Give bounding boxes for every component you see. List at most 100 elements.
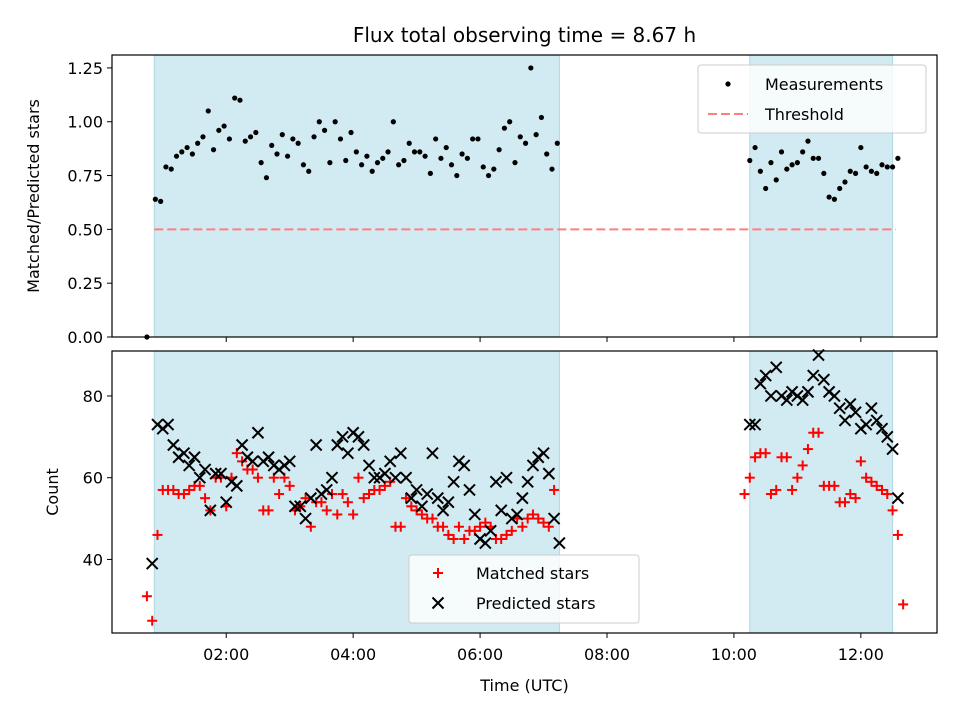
predicted-star-marker-b xyxy=(177,446,191,460)
predicted-star-point xyxy=(754,377,767,390)
matched-star-point xyxy=(744,472,755,483)
measurement-point xyxy=(184,144,190,151)
predicted-star-point xyxy=(886,442,899,456)
predicted-star-point xyxy=(870,414,883,427)
predicted-star-marker-b xyxy=(167,438,180,452)
measurement-point xyxy=(763,185,769,192)
matched-star-point xyxy=(750,452,761,463)
predicted-star-marker-b xyxy=(145,557,159,570)
predicted-star-point xyxy=(420,487,434,501)
predicted-star-point xyxy=(801,385,815,399)
y-tick-label: 0.50 xyxy=(67,220,103,239)
matched-star-point xyxy=(358,493,369,504)
predicted-star-point xyxy=(336,430,349,444)
measurement-point xyxy=(242,138,248,144)
predicted-star-marker-b xyxy=(394,446,407,460)
measurement-point xyxy=(253,129,259,136)
matched-star-point xyxy=(538,517,549,528)
measurement-point xyxy=(263,175,270,181)
predicted-star-point xyxy=(859,418,873,431)
predicted-star-marker-b xyxy=(754,377,767,390)
top-y-axis-label: Matched/Predicted stars xyxy=(24,99,43,293)
predicted-star-point xyxy=(844,397,857,411)
matched-star-point xyxy=(829,480,840,491)
predicted-star-marker-b xyxy=(891,491,905,505)
predicted-stars-legend-marker xyxy=(431,596,445,610)
predicted-star-point xyxy=(161,418,175,431)
matched-star-point xyxy=(739,489,750,500)
predicted-star-marker-b xyxy=(495,504,508,517)
matched-star-point xyxy=(517,521,528,532)
predicted-star-marker-b xyxy=(796,393,809,407)
measurement-point xyxy=(321,127,328,133)
measurement-point xyxy=(396,162,402,168)
matched-star-point xyxy=(527,509,538,520)
matched-star-point xyxy=(284,480,295,491)
predicted-star-point xyxy=(468,508,481,521)
observing-window-span xyxy=(153,54,560,338)
measurement-point xyxy=(390,119,396,125)
matched-star-point xyxy=(813,427,824,438)
predicted-star-point xyxy=(220,496,233,509)
matched-star-point xyxy=(871,480,882,491)
predicted-star-points xyxy=(145,348,905,570)
predicted-star-marker-b xyxy=(489,475,503,488)
matched-star-point xyxy=(839,497,850,508)
top-axes-frame xyxy=(111,54,938,338)
predicted-star-point xyxy=(198,463,212,476)
measurement-point xyxy=(316,119,322,125)
predicted-star-point xyxy=(553,536,566,550)
y-tick-label: 0.25 xyxy=(67,274,103,293)
matched-star-point xyxy=(178,489,189,500)
predicted-star-point xyxy=(547,512,561,525)
predicted-star-marker-b xyxy=(759,369,772,382)
predicted-star-marker-b xyxy=(801,385,815,399)
matched-star-point xyxy=(475,521,486,532)
measurement-point xyxy=(517,134,523,140)
predicted-star-point xyxy=(748,418,762,431)
measurement-point xyxy=(348,129,354,136)
predicted-star-marker-b xyxy=(325,471,339,484)
predicted-star-point xyxy=(378,467,392,480)
measurement-point xyxy=(369,168,375,174)
y-tick-label: 0.00 xyxy=(67,328,103,347)
measurement-point xyxy=(258,160,264,166)
measurement-point xyxy=(501,125,508,131)
matched-star-point xyxy=(453,521,464,532)
measurement-point xyxy=(168,166,174,172)
matched-star-point xyxy=(496,534,507,544)
predicted-star-marker-b xyxy=(357,438,370,452)
matched-star-point xyxy=(765,489,776,500)
matched-star-point xyxy=(787,484,798,495)
predicted-star-point xyxy=(262,451,275,464)
measurement-point xyxy=(300,162,307,168)
predicted-star-marker-b xyxy=(817,373,831,386)
predicted-star-marker-b xyxy=(304,491,318,505)
x-tick-label: 12:00 xyxy=(838,645,884,664)
measurement-point xyxy=(284,153,291,159)
predicted-star-point xyxy=(849,406,862,419)
predicted-star-marker-b xyxy=(881,430,894,444)
predicted-star-point xyxy=(204,504,217,517)
measurement-point xyxy=(747,157,753,164)
matched-star-point xyxy=(401,493,412,504)
measurement-point xyxy=(863,164,869,170)
predicted-star-marker-b xyxy=(209,467,222,480)
matched-star-point xyxy=(877,484,887,495)
x-tick-label: 10:00 xyxy=(711,645,757,664)
matched-star-point xyxy=(861,472,872,483)
predicted-star-marker-b xyxy=(352,430,365,444)
matched-star-point xyxy=(501,529,512,540)
predicted-star-point xyxy=(294,500,307,513)
predicted-star-point xyxy=(230,479,244,493)
predicted-star-marker-b xyxy=(463,483,476,497)
measurement-point xyxy=(353,149,359,155)
predicted-star-marker-b xyxy=(420,487,434,501)
matched-star-point xyxy=(850,493,861,504)
measurement-point xyxy=(274,151,280,157)
predicted-star-point xyxy=(489,475,503,488)
matched-star-point xyxy=(168,484,179,495)
measurement-point xyxy=(427,170,433,176)
x-tick-label: 06:00 xyxy=(457,645,503,664)
